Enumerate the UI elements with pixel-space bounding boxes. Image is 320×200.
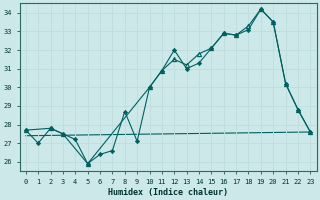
X-axis label: Humidex (Indice chaleur): Humidex (Indice chaleur) (108, 188, 228, 197)
